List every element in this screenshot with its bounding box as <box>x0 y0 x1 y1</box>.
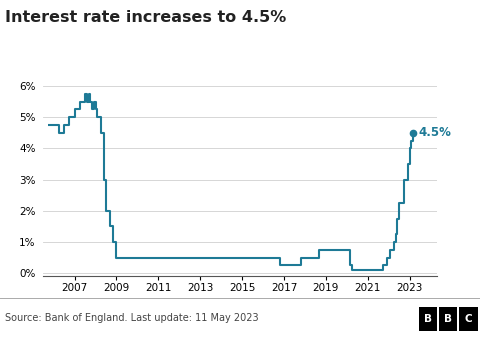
Text: B: B <box>444 314 452 324</box>
Text: Source: Bank of England. Last update: 11 May 2023: Source: Bank of England. Last update: 11… <box>5 313 258 324</box>
Text: Interest rate increases to 4.5%: Interest rate increases to 4.5% <box>5 10 286 25</box>
Text: B: B <box>424 314 432 324</box>
Text: 4.5%: 4.5% <box>418 126 451 140</box>
Text: C: C <box>465 314 472 324</box>
